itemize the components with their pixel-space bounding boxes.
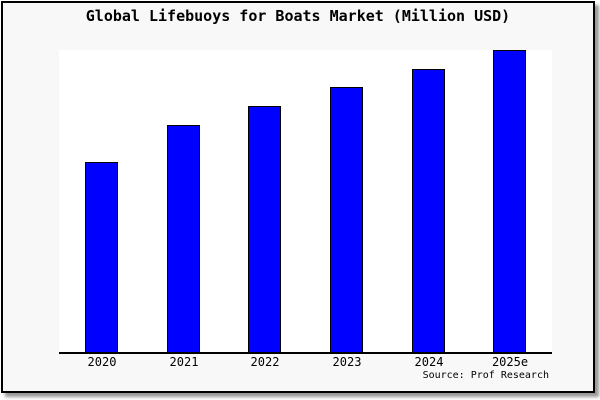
x-axis-tick-labels: 2020 2021 2022 2023 2024 2025e [59,355,552,370]
chart-title: Global Lifebuoys for Boats Market (Milli… [85,7,511,25]
chart-frame: Global Lifebuoys for Boats Market (Milli… [1,1,595,393]
source-credit: Source: Prof Research [422,370,549,381]
x-tick-2023: 2023 [332,355,362,369]
x-tick-2022: 2022 [250,355,280,369]
x-tick-2024: 2024 [414,355,444,369]
plot-area [59,50,552,354]
bar-2020 [85,162,118,352]
x-tick-2025e: 2025e [491,355,529,369]
bar-2023 [330,87,363,352]
bar-2025e [493,50,526,352]
x-tick-2020: 2020 [87,355,117,369]
bar-2024 [412,69,445,352]
bar-2021 [167,124,200,352]
x-tick-2021: 2021 [169,355,199,369]
bar-2022 [248,105,281,352]
